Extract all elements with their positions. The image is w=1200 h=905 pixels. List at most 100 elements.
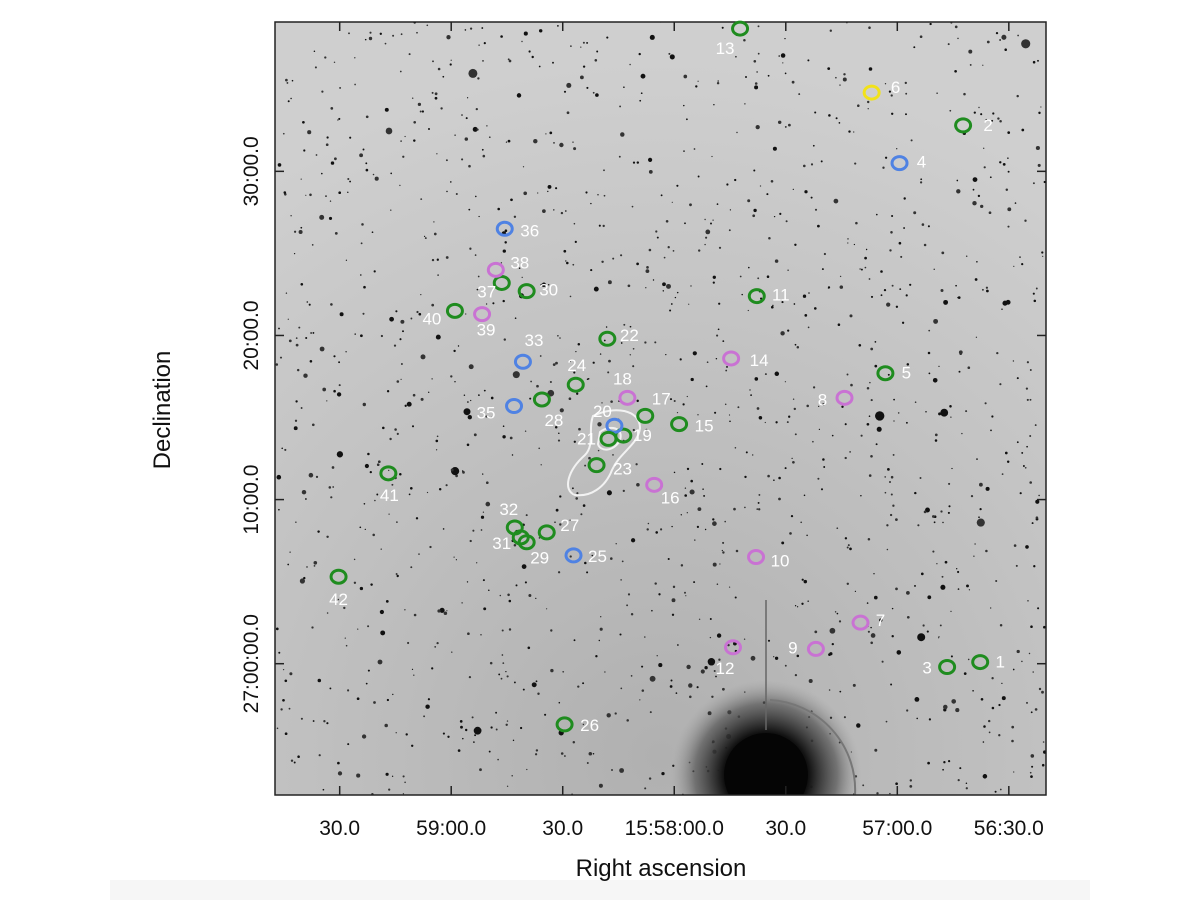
star	[670, 679, 673, 682]
star	[308, 303, 311, 306]
star	[676, 291, 679, 294]
star	[600, 616, 602, 618]
star	[927, 351, 931, 355]
star	[436, 435, 439, 438]
star	[1029, 481, 1032, 484]
star	[660, 194, 663, 197]
star	[286, 81, 289, 84]
star	[472, 126, 478, 132]
star	[367, 452, 370, 456]
star	[578, 427, 581, 431]
marker	[971, 654, 990, 671]
star	[482, 511, 485, 513]
star	[303, 576, 306, 580]
star	[466, 97, 469, 99]
star	[632, 365, 635, 368]
star	[891, 112, 894, 115]
star	[644, 787, 647, 790]
star	[345, 259, 348, 261]
star	[365, 115, 369, 119]
star	[884, 491, 887, 494]
star	[445, 256, 449, 259]
star	[468, 68, 478, 78]
star	[293, 426, 298, 431]
bright-star	[724, 733, 808, 795]
star	[784, 467, 787, 470]
star	[300, 407, 303, 409]
star	[323, 720, 326, 723]
star	[540, 464, 542, 466]
star	[461, 602, 463, 604]
star	[1013, 771, 1015, 773]
star	[603, 339, 606, 342]
star	[374, 176, 379, 181]
star	[399, 338, 402, 341]
marker	[486, 261, 505, 278]
star	[285, 78, 288, 82]
star	[326, 612, 329, 614]
star	[744, 506, 746, 509]
star	[938, 412, 942, 416]
star	[683, 74, 688, 79]
star	[1016, 94, 1019, 98]
marker	[537, 524, 556, 541]
star	[449, 63, 452, 66]
star	[950, 655, 953, 658]
star	[437, 609, 441, 613]
marker	[670, 416, 689, 433]
star	[630, 612, 634, 616]
star	[610, 400, 613, 403]
star	[949, 109, 952, 112]
star	[497, 207, 501, 211]
marker	[492, 274, 511, 291]
star	[425, 704, 430, 709]
star	[554, 425, 558, 429]
star	[662, 282, 666, 287]
star	[704, 243, 706, 246]
star	[957, 778, 960, 782]
star	[939, 624, 942, 627]
star	[976, 261, 978, 263]
star	[906, 591, 910, 595]
star	[968, 49, 973, 54]
star	[865, 248, 868, 251]
star	[757, 25, 760, 28]
star	[712, 219, 714, 221]
star	[693, 581, 696, 584]
star	[433, 221, 435, 223]
star	[774, 259, 779, 263]
star	[563, 249, 567, 253]
star	[648, 170, 653, 174]
star	[655, 531, 658, 534]
star	[279, 356, 283, 359]
star	[986, 40, 990, 44]
star	[957, 570, 960, 574]
star	[476, 288, 479, 291]
star	[636, 483, 640, 487]
star	[514, 317, 517, 320]
star	[927, 761, 930, 765]
star	[280, 708, 283, 711]
star	[416, 31, 418, 34]
marker-label: 16	[661, 488, 680, 507]
star	[408, 493, 411, 496]
star	[736, 131, 738, 134]
star	[563, 755, 566, 757]
star	[476, 128, 479, 131]
star	[468, 364, 474, 370]
star	[572, 141, 574, 143]
star	[796, 346, 800, 349]
star	[369, 31, 372, 34]
star	[669, 685, 673, 688]
star	[377, 460, 381, 464]
star	[958, 370, 961, 373]
star	[803, 494, 806, 497]
star	[704, 218, 706, 221]
star	[1026, 701, 1028, 704]
star	[328, 216, 333, 220]
star	[889, 792, 891, 795]
star	[757, 277, 760, 280]
star	[476, 562, 478, 564]
star	[295, 343, 299, 347]
star	[586, 571, 589, 574]
